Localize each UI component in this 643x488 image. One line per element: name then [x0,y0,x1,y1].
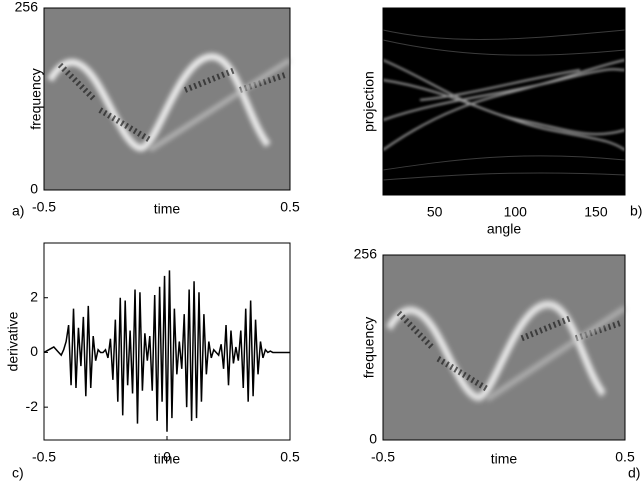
y-tick-label: 2 [30,288,38,304]
x-tick-label: -0.5 [32,449,56,465]
y-tick-label: 0 [30,181,38,197]
tf-image-d [383,255,625,440]
x-axis-label: time [491,451,518,467]
y-tick-label: 0 [30,343,38,359]
radon-image [382,8,626,195]
x-tick-label: -0.5 [32,199,56,215]
y-axis-label: frequency [28,68,44,129]
panel-label: b) [630,203,642,219]
axes-box [382,254,626,441]
x-tick-label: 0.5 [280,199,300,215]
panel-label: c) [12,465,24,481]
x-tick-label: 150 [584,204,608,220]
y-tick-label: 256 [354,246,378,262]
x-axis-label: time [154,451,181,467]
x-tick-label: 0 [163,449,171,465]
signal-line [43,270,290,432]
x-axis-label: time [154,201,181,217]
x-tick-label: 100 [504,204,528,220]
x-axis-label: angle [487,221,521,237]
y-axis-label: derivative [5,311,21,371]
axes-box [382,7,626,196]
tf-image-a [44,8,292,190]
x-tick-label: 0.5 [280,449,300,465]
y-tick-label: 0 [369,431,377,447]
panel-label: d) [628,465,640,481]
x-tick-label: 0.5 [615,449,635,465]
y-tick-label: 256 [15,0,39,15]
x-tick-label: 50 [427,204,443,220]
y-tick-label: -2 [26,398,39,414]
y-axis-label: frequency [361,317,377,378]
axes-box [43,7,291,191]
panel-label: a) [12,203,24,219]
y-axis-label: projection [361,71,377,132]
x-tick-label: -0.5 [371,449,395,465]
